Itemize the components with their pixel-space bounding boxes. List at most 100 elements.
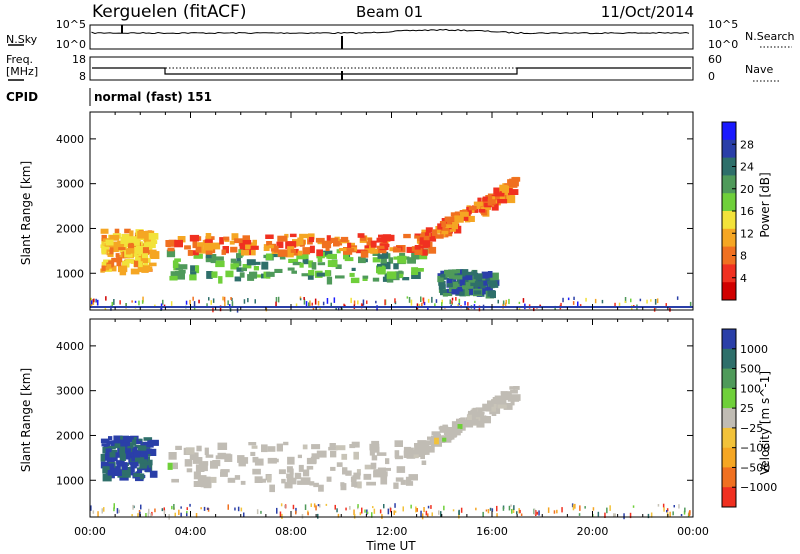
echo-cell <box>411 253 420 260</box>
echo-cell <box>273 245 279 253</box>
echo-cell <box>114 228 120 234</box>
echo-cell <box>108 436 113 441</box>
speckle-cell <box>304 504 307 510</box>
echo-cell <box>414 443 423 450</box>
echo-cell <box>400 479 406 485</box>
speckle-cell <box>449 299 451 305</box>
echo-cell <box>489 290 496 299</box>
echo-cell <box>353 451 359 460</box>
speckle-cell <box>366 511 369 514</box>
echo-cell <box>279 256 286 260</box>
speckle-cell <box>613 513 615 518</box>
echo-cell <box>367 238 373 242</box>
speckle-cell <box>639 298 642 302</box>
x-tick-label: 16:00 <box>476 525 508 538</box>
echo-cell <box>467 411 477 417</box>
speckle-cell <box>212 298 215 303</box>
echo-cell <box>285 241 294 249</box>
echo-cell <box>360 235 367 241</box>
echo-cell <box>488 284 499 288</box>
speckle-cell <box>676 296 679 300</box>
echo-cell <box>100 461 110 469</box>
echo-cell <box>491 203 499 211</box>
speckle-cell <box>594 298 597 304</box>
speckle-cell <box>361 303 364 307</box>
speckle-cell <box>162 299 164 305</box>
echo-cell <box>148 233 159 240</box>
echo-cell <box>137 231 147 239</box>
y-tick-label: 3000 <box>56 178 84 191</box>
echo-cell <box>203 243 213 252</box>
speckle-cell <box>504 302 507 308</box>
echo-cell <box>101 265 106 272</box>
echo-cell <box>101 261 111 266</box>
speckle-cell <box>592 507 595 511</box>
speckle-cell <box>547 507 550 513</box>
echo-cell <box>249 245 259 250</box>
colorbar-tick-label: 28 <box>740 138 754 151</box>
echo-cell <box>246 259 256 266</box>
speckle-cell <box>206 303 208 307</box>
echo-cell <box>105 455 112 461</box>
echo-cell <box>125 474 131 478</box>
echo-cell <box>371 455 378 461</box>
speckle-cell <box>434 303 436 307</box>
colorbar-tick-label: 4 <box>740 272 747 285</box>
power-panel: 4000 3000 2000 1000 Slant Range [km] 28 24 20… <box>19 111 772 313</box>
echo-cell <box>308 270 315 276</box>
speckle-cell <box>394 503 396 508</box>
echo-cell <box>383 467 391 471</box>
speckle-cell <box>455 297 457 301</box>
time-axis-title: Time UT <box>365 539 416 553</box>
colorbar-swatch <box>722 282 736 301</box>
echo-cell <box>197 477 207 484</box>
echo-cell <box>316 249 323 257</box>
speckle-cell <box>689 301 692 307</box>
speckle-cell <box>585 297 587 302</box>
speckle-cell <box>393 510 395 515</box>
echo-cell <box>137 265 145 273</box>
speckle-cell <box>584 506 586 509</box>
speckle-cell <box>186 507 188 510</box>
echo-cell <box>123 448 132 452</box>
echo-cell <box>118 242 124 249</box>
speckle-cell <box>630 298 632 303</box>
echo-cell <box>215 260 225 268</box>
echo-cell <box>468 274 477 282</box>
echo-cell <box>481 416 491 424</box>
echo-cell <box>190 271 197 275</box>
echo-cell <box>184 245 191 250</box>
speckle-cell <box>279 511 282 517</box>
echo-cell <box>434 437 439 445</box>
speckle-cell <box>673 505 675 508</box>
echo-cell <box>411 267 419 275</box>
speckle-cell <box>361 507 363 514</box>
echo-cell <box>326 476 332 482</box>
echo-cell <box>310 456 317 464</box>
echo-cell <box>357 481 362 489</box>
echo-cell <box>187 250 193 256</box>
speckle-cell <box>662 503 665 508</box>
speckle-cell <box>467 302 469 306</box>
speckle-cell <box>91 299 93 305</box>
speckle-cell <box>510 504 512 507</box>
echo-cell <box>394 440 403 447</box>
echo-cell <box>130 268 140 275</box>
echo-cell <box>242 240 252 245</box>
echo-cell <box>298 464 304 472</box>
echo-cell <box>108 265 117 272</box>
speckle-cell <box>174 512 176 517</box>
echo-cell <box>476 202 481 209</box>
speckle-cell <box>384 299 386 306</box>
speckle-cell <box>458 303 460 306</box>
echo-cell <box>116 260 122 267</box>
speckle-cell <box>418 303 421 308</box>
speckle-cell <box>467 307 470 310</box>
speckle-cell <box>632 505 635 508</box>
echo-cell <box>175 445 182 450</box>
echo-cell <box>145 448 153 454</box>
echo-cell <box>266 253 273 260</box>
nave-tick-top: 60 <box>708 53 722 66</box>
cpid-row: CPID normal (fast) 151 <box>6 88 212 106</box>
speckle-cell <box>180 506 182 509</box>
